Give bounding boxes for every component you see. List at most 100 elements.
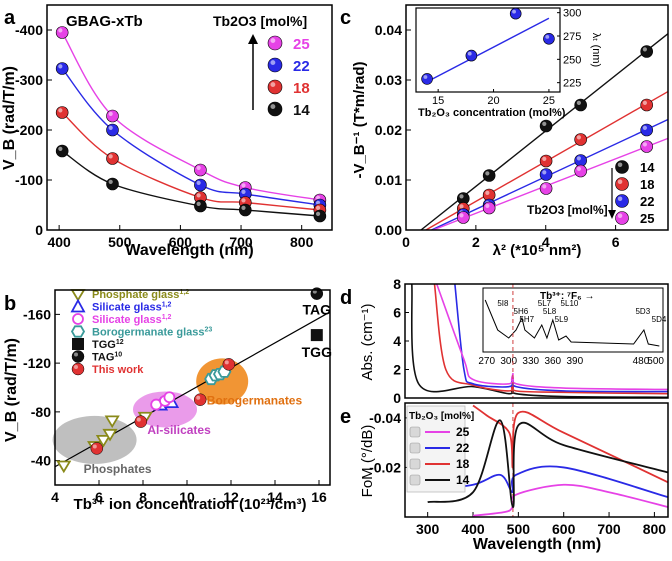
data-point xyxy=(238,203,252,217)
marker-highlight xyxy=(542,184,547,189)
marker-ball xyxy=(615,211,629,225)
marker-highlight xyxy=(545,34,550,39)
data-point xyxy=(194,163,207,177)
x-tick-label: 12 xyxy=(223,489,239,505)
fom-curve xyxy=(427,465,669,499)
legend-marker xyxy=(70,298,86,313)
y-tick-label: 0 xyxy=(35,222,43,238)
marker-ball xyxy=(55,106,69,119)
inset-x-tick-label: 20 xyxy=(487,95,499,107)
marker-shape xyxy=(104,415,120,429)
y-tick-label: -160 xyxy=(23,306,51,322)
marker-highlight xyxy=(542,156,547,161)
marker-highlight xyxy=(576,166,581,171)
panel-b-letter: b xyxy=(4,293,16,315)
marker-highlight xyxy=(58,146,63,151)
fom-curve xyxy=(427,419,669,508)
marker-highlight xyxy=(617,196,623,202)
marker-ball xyxy=(574,164,587,178)
y-tick-label: -40 xyxy=(31,453,51,469)
legend-arrowhead xyxy=(248,34,258,44)
data-point xyxy=(55,62,69,75)
sample-photo-icon xyxy=(409,474,421,486)
y-tick-label: 4 xyxy=(393,333,401,349)
marker-highlight xyxy=(270,60,276,65)
marker-shape xyxy=(70,298,86,313)
data-point xyxy=(482,201,496,215)
marker-ball xyxy=(539,119,553,133)
marker-ball xyxy=(55,144,69,158)
fom-curve xyxy=(472,483,669,517)
marker-highlight xyxy=(58,64,63,69)
legend-arrowhead xyxy=(608,210,616,219)
marker-highlight xyxy=(136,417,141,422)
transition-label: 5D4 xyxy=(652,315,667,324)
marker-highlight xyxy=(315,205,321,210)
marker-highlight xyxy=(485,203,490,208)
x-tick-label: 600 xyxy=(552,521,576,537)
panel-e-frame xyxy=(404,402,669,518)
panel-c-letter: c xyxy=(340,7,351,29)
inset-x-tick-label: 480 xyxy=(633,356,650,367)
marker-ball xyxy=(640,140,653,153)
marker-highlight xyxy=(241,189,246,194)
marker-ball xyxy=(421,73,433,85)
marker-highlight xyxy=(108,154,113,159)
x-tick-label: 2 xyxy=(472,234,480,250)
x-tick-label: 800 xyxy=(290,234,314,250)
y-tick-label: -100 xyxy=(15,172,43,188)
x-tick-label: 0 xyxy=(402,234,410,250)
group-label: Phosphates xyxy=(84,462,152,476)
panel-c-frame xyxy=(405,4,669,231)
marker-highlight xyxy=(459,194,464,199)
marker-ball xyxy=(106,152,119,165)
inset-data-point xyxy=(509,7,522,20)
marker-highlight xyxy=(270,104,276,110)
marker-ball xyxy=(106,123,119,137)
sample-photo-icon xyxy=(409,458,421,470)
marker-ball xyxy=(574,98,587,112)
inset-c: 15 20 25 225 250 275 300 Tb₂O₃ concentration (m… xyxy=(415,7,602,119)
marker-highlight xyxy=(270,38,276,43)
legend-marker xyxy=(615,211,629,225)
inset-x-tick-label: 25 xyxy=(543,95,555,107)
data-point xyxy=(56,460,72,474)
legend-title: Tb₂O₃ [mol%] xyxy=(409,411,474,422)
panel-c: c 0 2 4 6 0.00 0.01 0.02 0.03 0.04 λ² (*10⁵ nm²) -V… xyxy=(340,7,669,259)
legend-marker xyxy=(267,35,283,51)
y-axis-label: V_B (rad/T/m) xyxy=(1,66,18,170)
marker-ball xyxy=(267,57,283,73)
marker-ball xyxy=(465,49,478,62)
transition-label: 5L10 xyxy=(561,299,579,308)
y-tick-label: -0.04 xyxy=(369,410,401,426)
panel-e-letter: e xyxy=(340,406,351,428)
data-point xyxy=(104,415,120,429)
marker-highlight xyxy=(542,170,547,175)
x-tick-label: 700 xyxy=(597,521,621,537)
marker-highlight xyxy=(58,28,63,33)
legend-marker xyxy=(72,313,84,325)
marker-ball xyxy=(640,45,653,58)
marker-shape xyxy=(72,338,84,350)
legend-title: Tb2O3 [mol%] xyxy=(213,13,307,29)
legend-label: TGG12 xyxy=(92,339,124,351)
marker-highlight xyxy=(576,135,581,140)
marker-highlight xyxy=(74,365,78,369)
legend-label: 25 xyxy=(456,425,470,439)
y-tick-label: 2 xyxy=(393,362,401,378)
data-point xyxy=(194,199,207,213)
data-point xyxy=(640,140,653,153)
marker-shape xyxy=(222,358,236,371)
marker-shape xyxy=(71,362,85,376)
data-point xyxy=(106,177,119,191)
marker-highlight xyxy=(642,100,647,105)
legend-marker xyxy=(615,160,629,174)
data-point xyxy=(640,45,653,58)
y-axis-label: -V_B⁻¹ (T*m/rad) xyxy=(351,61,368,178)
data-point xyxy=(106,123,119,137)
legend-label: 18 xyxy=(293,80,310,97)
legend-label: TAG10 xyxy=(92,352,122,364)
y-tick-label: -300 xyxy=(15,72,43,88)
legend-label: Silicate glass1,2 xyxy=(92,314,172,326)
marker-ball xyxy=(194,178,207,192)
